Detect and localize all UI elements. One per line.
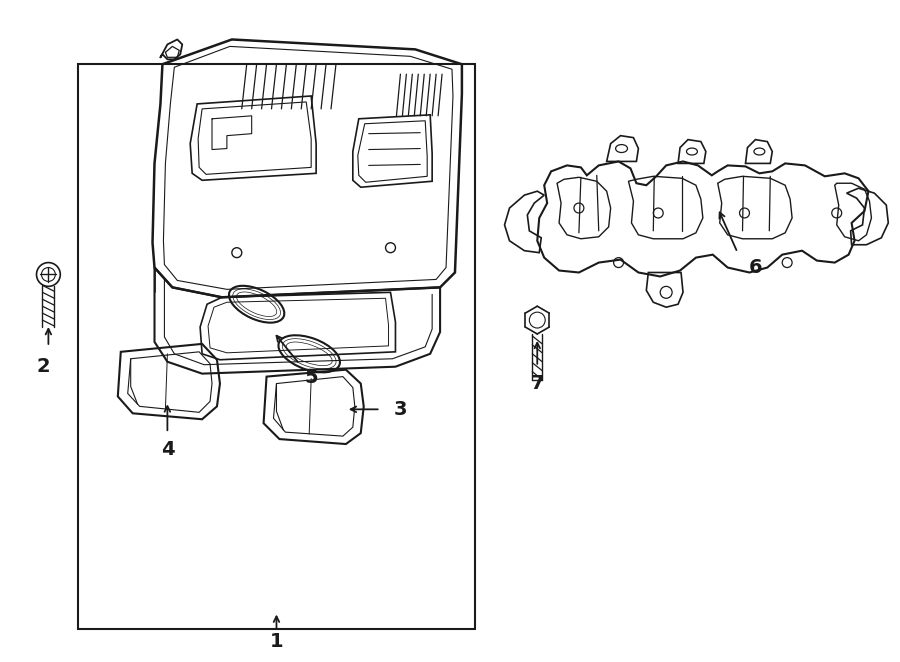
Text: 3: 3 — [393, 400, 407, 419]
Text: 4: 4 — [160, 440, 175, 459]
Bar — [78, 64, 475, 630]
Text: 7: 7 — [530, 374, 544, 393]
Text: 2: 2 — [37, 357, 50, 376]
Text: 5: 5 — [304, 368, 318, 387]
Text: 1: 1 — [270, 632, 284, 651]
Text: 6: 6 — [749, 258, 762, 277]
